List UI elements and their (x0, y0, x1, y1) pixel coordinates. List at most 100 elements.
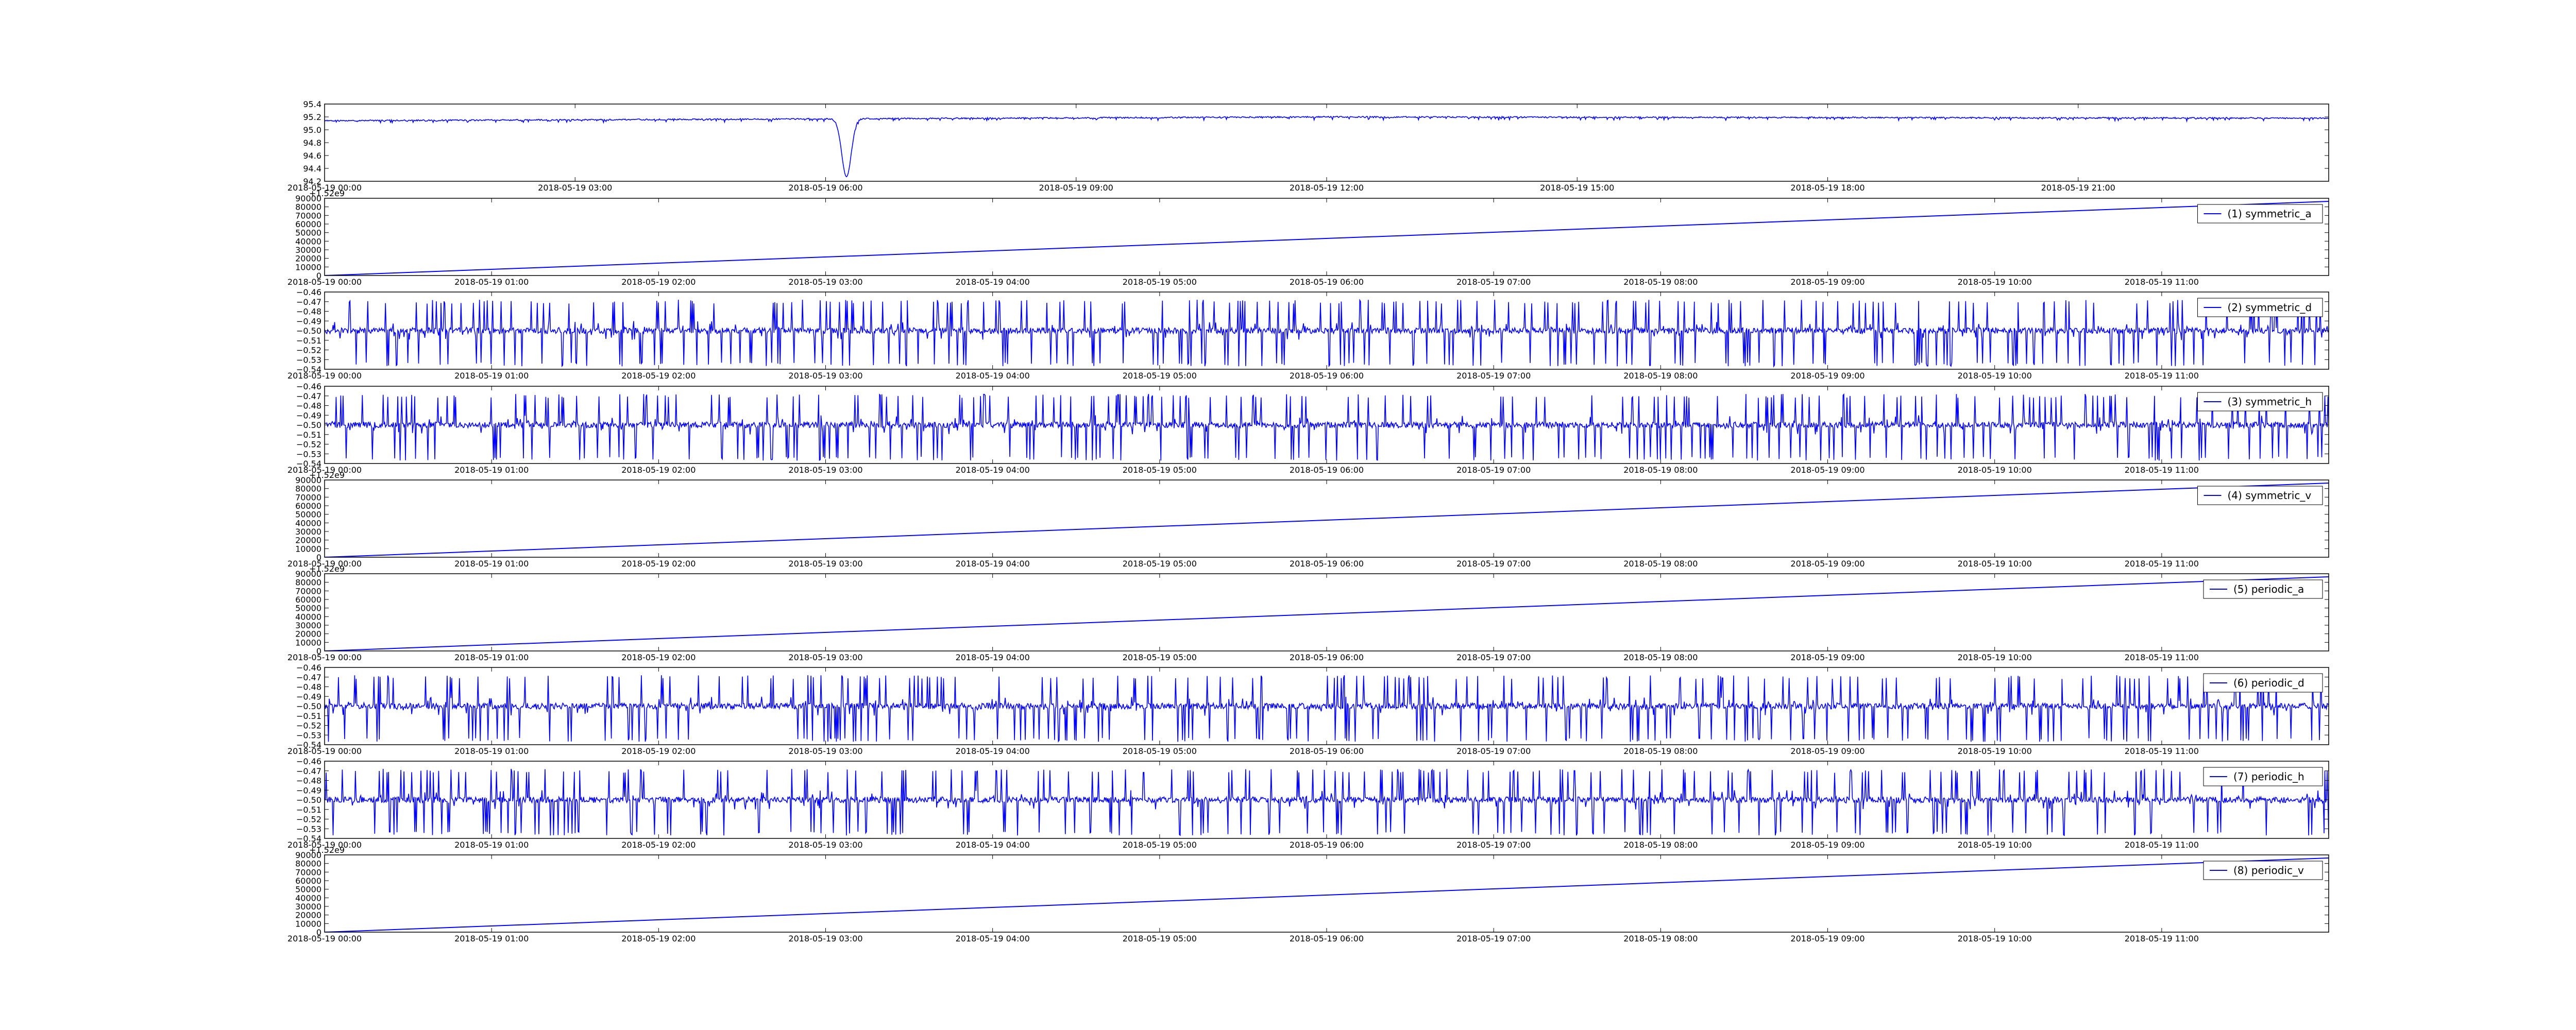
y-tick-label: 70000 (295, 211, 321, 220)
x-tick-label: 2018-05-19 00:00 (287, 371, 362, 381)
y-offset-label: +1.52e9 (309, 564, 345, 574)
y-tick-label: 80000 (295, 578, 321, 588)
x-tick-label: 2018-05-19 06:00 (1290, 371, 1364, 381)
y-tick-label: −0.49 (296, 785, 321, 795)
y-tick-label: −0.50 (296, 701, 321, 711)
y-tick-label: 20000 (295, 911, 321, 920)
y-tick-label: 90000 (295, 850, 321, 860)
chart-panel-6: 9000080000700006000050000400003000020000… (287, 564, 2329, 662)
y-tick-label: −0.48 (296, 401, 321, 411)
y-tick-label: 60000 (295, 501, 321, 511)
x-tick-label: 2018-05-19 08:00 (1623, 371, 1698, 381)
x-tick-label: 2018-05-19 05:00 (1123, 653, 1197, 662)
y-tick-label: 95.2 (303, 112, 321, 122)
y-tick-label: 90000 (295, 569, 321, 579)
y-tick-label: −0.53 (296, 355, 321, 365)
x-tick-label: 2018-05-19 04:00 (956, 465, 1030, 475)
y-tick-label: 50000 (295, 510, 321, 520)
x-tick-label: 2018-05-19 00:00 (287, 559, 362, 569)
x-tick-label: 2018-05-19 07:00 (1456, 840, 1531, 850)
series-line-9 (325, 857, 2329, 932)
x-tick-label: 2018-05-19 08:00 (1623, 746, 1698, 756)
y-tick-label: −0.54 (296, 459, 321, 469)
x-tick-label: 2018-05-19 09:00 (1790, 934, 1865, 943)
x-tick-label: 2018-05-19 05:00 (1123, 465, 1197, 475)
x-tick-label: 2018-05-19 11:00 (2125, 277, 2199, 287)
x-tick-label: 2018-05-19 06:00 (1290, 934, 1364, 943)
legend-label: (4) symmetric_v (2228, 489, 2312, 502)
y-tick-label: −0.53 (296, 449, 321, 459)
series-line-4 (325, 393, 2329, 461)
y-tick-label: 60000 (295, 219, 321, 229)
y-tick-label: −0.54 (296, 834, 321, 844)
x-tick-label: 2018-05-19 00:00 (287, 746, 362, 756)
x-tick-label: 2018-05-19 10:00 (1958, 371, 2032, 381)
x-tick-label: 2018-05-19 00:00 (287, 465, 362, 475)
y-tick-label: 70000 (295, 492, 321, 502)
x-tick-label: 2018-05-19 05:00 (1123, 746, 1197, 756)
series-line-6 (325, 576, 2329, 651)
legend-label: (1) symmetric_a (2228, 208, 2312, 220)
y-tick-label: −0.52 (296, 440, 321, 450)
y-tick-label: −0.46 (296, 663, 321, 673)
x-tick-label: 2018-05-19 11:00 (2125, 653, 2199, 662)
y-tick-label: 60000 (295, 595, 321, 605)
x-tick-label: 2018-05-19 10:00 (1958, 934, 2032, 943)
y-tick-label: 30000 (295, 245, 321, 255)
legend-label: (7) periodic_h (2233, 770, 2304, 783)
x-tick-label: 2018-05-19 02:00 (621, 653, 696, 662)
legend: (4) symmetric_v (2197, 486, 2323, 505)
y-tick-label: 0 (316, 928, 321, 937)
x-tick-label: 2018-05-19 08:00 (1623, 653, 1698, 662)
x-tick-label: 2018-05-19 01:00 (454, 840, 529, 850)
x-tick-label: 2018-05-19 06:00 (1290, 653, 1364, 662)
chart-panel-7: −0.46−0.47−0.48−0.49−0.50−0.51−0.52−0.53… (287, 663, 2329, 756)
series-line-8 (325, 768, 2329, 836)
x-tick-label: 2018-05-19 07:00 (1456, 746, 1531, 756)
legend: (8) periodic_v (2203, 861, 2323, 880)
x-tick-label: 2018-05-19 02:00 (621, 746, 696, 756)
x-tick-label: 2018-05-19 07:00 (1456, 465, 1531, 475)
y-tick-label: 30000 (295, 527, 321, 537)
x-tick-label: 2018-05-19 07:00 (1456, 934, 1531, 943)
x-tick-label: 2018-05-19 10:00 (1958, 840, 2032, 850)
x-tick-label: 2018-05-19 05:00 (1123, 277, 1197, 287)
x-tick-label: 2018-05-19 09:00 (1790, 746, 1865, 756)
y-tick-label: 80000 (295, 859, 321, 869)
x-tick-label: 2018-05-19 04:00 (956, 371, 1030, 381)
legend-label: (3) symmetric_h (2228, 396, 2312, 408)
x-tick-label: 2018-05-19 02:00 (621, 934, 696, 943)
y-tick-label: 40000 (295, 612, 321, 622)
legend-label: (6) periodic_d (2233, 677, 2304, 689)
y-tick-label: −0.54 (296, 740, 321, 750)
y-tick-label: −0.52 (296, 346, 321, 355)
x-tick-label: 2018-05-19 02:00 (621, 559, 696, 569)
y-tick-label: 40000 (295, 893, 321, 903)
x-tick-label: 2018-05-19 03:00 (788, 746, 862, 756)
x-tick-label: 2018-05-19 06:00 (1290, 840, 1364, 850)
y-tick-label: 0 (316, 553, 321, 562)
x-tick-label: 2018-05-19 01:00 (454, 559, 529, 569)
x-tick-label: 2018-05-19 09:00 (1790, 371, 1865, 381)
x-tick-label: 2018-05-19 05:00 (1123, 559, 1197, 569)
y-tick-label: 95.4 (303, 99, 321, 109)
x-tick-label: 2018-05-19 00:00 (287, 840, 362, 850)
x-tick-label: 2018-05-19 08:00 (1623, 277, 1698, 287)
x-tick-label: 2018-05-19 11:00 (2125, 840, 2199, 850)
legend: (7) periodic_h (2203, 767, 2323, 786)
x-tick-label: 2018-05-19 04:00 (956, 840, 1030, 850)
x-tick-label: 2018-05-19 04:00 (956, 934, 1030, 943)
y-offset-label: +1.52e9 (309, 470, 345, 480)
y-tick-label: −0.51 (296, 430, 321, 440)
y-tick-label: −0.54 (296, 365, 321, 374)
y-tick-label: 94.2 (303, 177, 321, 186)
x-tick-label: 2018-05-19 07:00 (1456, 653, 1531, 662)
x-tick-label: 2018-05-19 10:00 (1958, 559, 2032, 569)
series-line-7 (325, 675, 2329, 743)
x-tick-label: 2018-05-19 07:00 (1456, 277, 1531, 287)
chart-panel-4: −0.46−0.47−0.48−0.49−0.50−0.51−0.52−0.53… (287, 382, 2329, 475)
y-tick-label: 20000 (295, 536, 321, 545)
y-tick-label: −0.47 (296, 297, 321, 307)
